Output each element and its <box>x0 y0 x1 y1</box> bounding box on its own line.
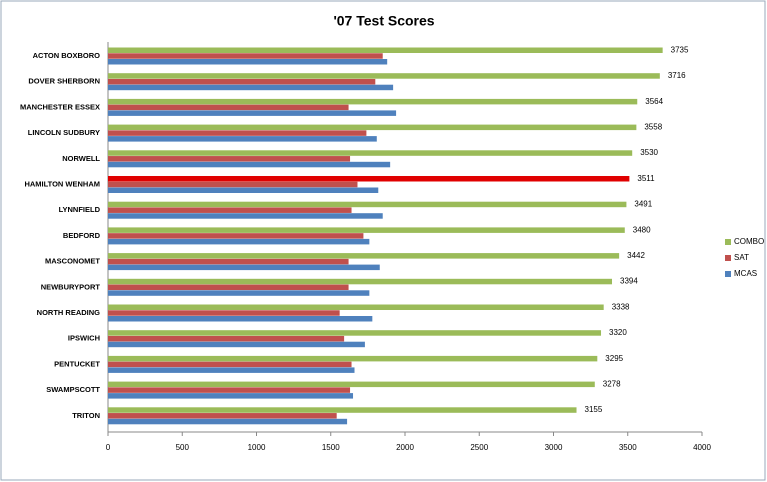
bar <box>108 304 604 310</box>
bar <box>108 73 660 79</box>
bar <box>108 418 348 425</box>
y-tick-label: MANCHESTER ESSEX <box>20 102 100 111</box>
y-tick-label: IPSWICH <box>68 334 100 343</box>
bar <box>108 47 663 53</box>
value-label: 3480 <box>633 225 651 234</box>
bar <box>108 161 391 168</box>
x-tick-label: 2000 <box>396 443 414 452</box>
x-tick-label: 3500 <box>619 443 637 452</box>
bar <box>108 284 349 291</box>
y-tick-label: LYNNFIELD <box>59 205 101 214</box>
bar <box>108 355 598 362</box>
bar <box>108 407 577 413</box>
y-tick-label: BEDFORD <box>63 231 101 240</box>
bar <box>108 335 345 342</box>
bar <box>108 393 354 399</box>
bar <box>108 201 627 208</box>
value-label: 3491 <box>634 200 652 209</box>
bar <box>108 238 370 245</box>
y-tick-label: LINCOLN SUDBURY <box>28 128 100 137</box>
bar <box>108 84 394 91</box>
bar <box>108 310 340 316</box>
legend-swatch <box>725 239 731 245</box>
bar <box>108 290 370 296</box>
value-label: 3716 <box>668 71 686 80</box>
bar <box>108 124 637 131</box>
bar <box>108 341 365 348</box>
legend-swatch <box>725 255 731 261</box>
bar <box>108 110 397 116</box>
legend-label: MCAS <box>734 269 757 278</box>
bar <box>108 253 620 259</box>
bar <box>108 156 351 162</box>
bar <box>108 367 355 373</box>
bar <box>108 59 388 65</box>
bar <box>108 387 351 393</box>
x-tick-label: 500 <box>176 443 190 452</box>
x-tick-label: 4000 <box>693 443 711 452</box>
bar <box>108 264 380 271</box>
x-tick-label: 1000 <box>248 443 266 452</box>
bar <box>108 136 377 142</box>
y-tick-label: MASCONOMET <box>45 257 100 266</box>
bar <box>108 207 352 213</box>
value-label: 3442 <box>627 251 645 260</box>
y-tick-label: NORWELL <box>62 154 100 163</box>
value-label: 3530 <box>640 148 658 157</box>
value-label: 3320 <box>609 328 627 337</box>
y-tick-label: DOVER SHERBORN <box>28 77 100 86</box>
bar <box>108 258 349 265</box>
legend-swatch <box>725 271 731 277</box>
value-label: 3735 <box>671 45 689 54</box>
bar <box>108 316 373 322</box>
x-tick-label: 1500 <box>322 443 340 452</box>
value-label: 3394 <box>620 277 638 286</box>
y-tick-label: HAMILTON WENHAM <box>24 179 100 188</box>
bar <box>108 53 383 59</box>
legend-label: SAT <box>734 253 749 262</box>
x-tick-label: 0 <box>106 443 111 452</box>
x-tick-label: 2500 <box>470 443 488 452</box>
bar <box>108 330 602 336</box>
bar <box>108 176 630 182</box>
value-label: 3511 <box>637 174 655 183</box>
bar <box>108 227 625 233</box>
bar <box>108 213 383 219</box>
value-label: 3564 <box>645 97 663 106</box>
value-label: 3295 <box>605 354 623 363</box>
bar <box>108 233 364 239</box>
bar <box>108 381 595 388</box>
bar <box>108 150 633 156</box>
y-tick-label: NORTH READING <box>37 308 100 317</box>
bar <box>108 187 379 193</box>
bar <box>108 78 376 85</box>
value-label: 3155 <box>585 405 603 414</box>
legend-label: COMBO <box>734 237 764 246</box>
chart-title: '07 Test Scores <box>333 13 434 29</box>
y-tick-label: PENTUCKET <box>54 359 100 368</box>
bar <box>108 413 337 419</box>
bar <box>108 361 352 368</box>
value-label: 3338 <box>612 302 630 311</box>
bar <box>108 98 638 105</box>
bar <box>108 181 358 188</box>
y-tick-label: ACTON BOXBORO <box>33 51 101 60</box>
y-tick-label: TRITON <box>72 411 100 420</box>
x-tick-label: 3000 <box>545 443 563 452</box>
bar <box>108 104 349 111</box>
value-label: 3278 <box>603 379 621 388</box>
y-tick-label: NEWBURYPORT <box>41 282 101 291</box>
bar <box>108 278 613 285</box>
value-label: 3558 <box>644 122 662 131</box>
bar <box>108 130 367 136</box>
y-tick-label: SWAMPSCOTT <box>46 385 100 394</box>
